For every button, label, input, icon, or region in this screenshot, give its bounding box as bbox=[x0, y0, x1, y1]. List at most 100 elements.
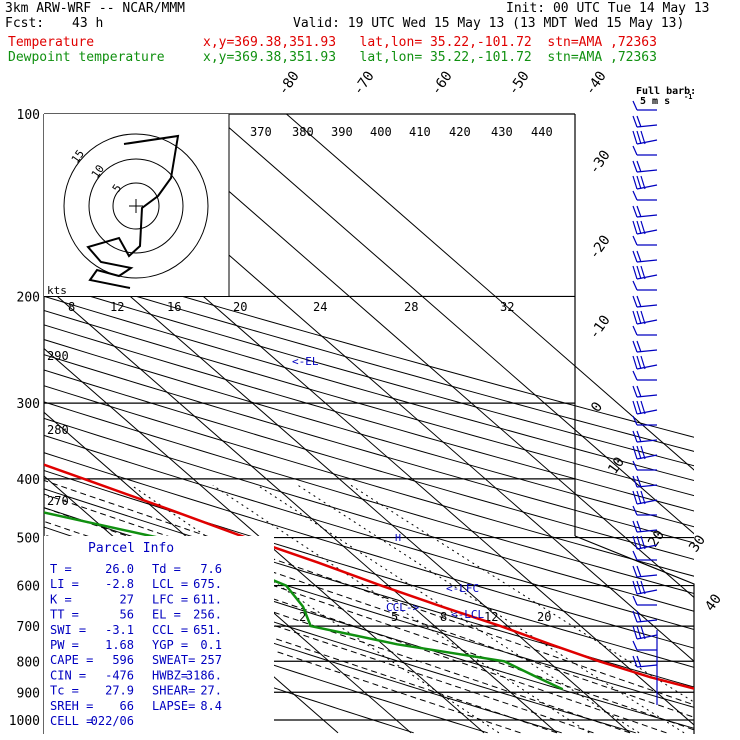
wind-barb-flag bbox=[636, 265, 642, 280]
wind-barb-flag bbox=[636, 295, 642, 308]
mixing-ratio-label: 12 bbox=[110, 300, 124, 314]
isotherm-line bbox=[44, 284, 558, 734]
hodograph-ring-label: 15 bbox=[69, 147, 87, 165]
isotherm-label: -50 bbox=[505, 68, 533, 98]
theta-label: 430 bbox=[491, 125, 513, 139]
parcel-info-cell: HWBZ= bbox=[152, 668, 188, 682]
isotherm-label: 10 bbox=[605, 454, 628, 477]
forecast-label: Fcst: bbox=[5, 16, 45, 31]
dry-adiabat-line bbox=[44, 354, 694, 544]
parcel-info-cell: TT = bbox=[50, 608, 79, 622]
isotherm-label: 30 bbox=[686, 532, 709, 555]
parcel-info-cell: 022/06 bbox=[91, 714, 134, 728]
isotherm-line bbox=[44, 347, 485, 734]
wind-barb-flag bbox=[636, 355, 642, 370]
isotherm-label: 20 bbox=[645, 527, 668, 550]
wind-barb-flag bbox=[636, 520, 642, 533]
parcel-info-cell: 3186. bbox=[186, 668, 222, 682]
lfc-annotation: <-LFC bbox=[446, 582, 479, 595]
wind-barb-flag bbox=[636, 385, 642, 398]
parcel-info-cell: 1.68 bbox=[105, 638, 134, 652]
parcel-info-cell: 596 bbox=[112, 653, 134, 667]
hodograph-ring bbox=[112, 182, 160, 230]
parcel-info-cell: 66 bbox=[120, 699, 134, 713]
isotherm-label: -30 bbox=[586, 147, 614, 177]
isotherm-label: -70 bbox=[350, 68, 378, 98]
moist-adiabat-line bbox=[44, 507, 694, 731]
temperature-location: x,y=369.38,351.93 lat,lon= 35.22,-101.72… bbox=[203, 35, 657, 50]
dry-adiabat-line bbox=[44, 268, 694, 452]
wind-barb-flag bbox=[632, 250, 638, 263]
theta-label: 370 bbox=[250, 125, 272, 139]
parcel-info-cell: LAPSE= bbox=[152, 699, 195, 713]
parcel-info-cell: 56 bbox=[120, 608, 134, 622]
pressure-label: 200 bbox=[17, 290, 40, 305]
lcl-annotation: <-LCL bbox=[451, 608, 484, 621]
full-barb-exponent: -1 bbox=[684, 93, 692, 101]
parcel-info-cell: K = bbox=[50, 592, 72, 606]
pressure-label: 600 bbox=[17, 580, 40, 595]
wind-barb-flag bbox=[632, 490, 638, 505]
temperature-trace bbox=[44, 463, 694, 690]
wind-barb-flag bbox=[636, 115, 642, 128]
parcel-info-cell: 256. bbox=[193, 608, 222, 622]
wind-barb-flag bbox=[632, 565, 638, 578]
theta-label: 420 bbox=[449, 125, 471, 139]
wind-barb-flag bbox=[640, 445, 646, 460]
valid-time: Valid: 19 UTC Wed 15 May 13 (13 MDT Wed … bbox=[293, 16, 685, 31]
wind-barb-flag bbox=[632, 325, 638, 336]
wind-barb-flag bbox=[632, 370, 638, 381]
isotherm-line bbox=[212, 114, 694, 535]
pressure-label: 100 bbox=[17, 108, 40, 123]
wind-barb-flag bbox=[632, 580, 638, 595]
hodograph-kts-label: kts bbox=[47, 284, 67, 297]
parcel-info-cell: EL = bbox=[152, 608, 181, 622]
wind-barb-flag bbox=[640, 130, 646, 145]
wind-barb-flag bbox=[632, 625, 638, 640]
mixing-ratio-label: 32 bbox=[500, 300, 514, 314]
wind-barb-flag bbox=[632, 445, 638, 460]
theta-label: 380 bbox=[292, 125, 314, 139]
wind-barb-flag bbox=[632, 460, 638, 471]
hodograph-ring bbox=[88, 158, 184, 254]
parcel-info-cell: 611. bbox=[193, 592, 222, 606]
pressure-label: 400 bbox=[17, 473, 40, 488]
wind-barb-flag bbox=[636, 430, 642, 443]
mixing-ratio-label: 20 bbox=[233, 300, 247, 314]
wind-barb-flag bbox=[632, 505, 638, 516]
wind-barb-flag bbox=[636, 160, 642, 173]
dry-adiabat-label: 290 bbox=[47, 349, 69, 363]
hodograph-ring-label: 10 bbox=[89, 162, 107, 180]
mixing-ratio-low-label: 2 bbox=[299, 610, 306, 624]
wind-barb-flag bbox=[632, 385, 638, 398]
mixing-ratio-low-label: 12 bbox=[484, 610, 498, 624]
parcel-info-cell: SHEAR= bbox=[152, 684, 195, 698]
wind-barb-flag bbox=[640, 175, 646, 190]
wind-barb-flag bbox=[636, 445, 642, 460]
dry-adiabat-line bbox=[44, 281, 694, 467]
isotherm-label: -80 bbox=[275, 68, 303, 98]
isotherm-line bbox=[44, 220, 631, 734]
wind-barb-flag bbox=[632, 640, 638, 651]
wind-barb-flag bbox=[632, 100, 638, 111]
parcel-info-cell: PW = bbox=[50, 638, 79, 652]
parcel-info-cell: 27. bbox=[200, 684, 222, 698]
dry-adiabat-line bbox=[44, 588, 488, 734]
pressure-label: 900 bbox=[17, 686, 40, 701]
wind-barb-flag bbox=[632, 355, 638, 370]
wind-barb-flag bbox=[640, 400, 646, 415]
wind-barb-flag bbox=[632, 550, 638, 561]
wind-barb-flag bbox=[632, 610, 638, 623]
wind-barb-flag bbox=[632, 310, 638, 325]
wind-barb-flag bbox=[636, 250, 642, 263]
parcel-info-cell: -476 bbox=[105, 668, 134, 682]
full-barb-label: Full barb: bbox=[636, 86, 696, 97]
wind-barb-flag bbox=[636, 175, 642, 190]
dry-adiabat-line bbox=[44, 324, 694, 512]
sounding-traces bbox=[44, 463, 694, 691]
model-title: 3km ARW-WRF -- NCAR/MMM bbox=[5, 1, 186, 16]
wind-barb-flag bbox=[632, 160, 638, 173]
dry-adiabat-line bbox=[44, 339, 694, 528]
parcel-info-cell: T = bbox=[50, 562, 72, 576]
